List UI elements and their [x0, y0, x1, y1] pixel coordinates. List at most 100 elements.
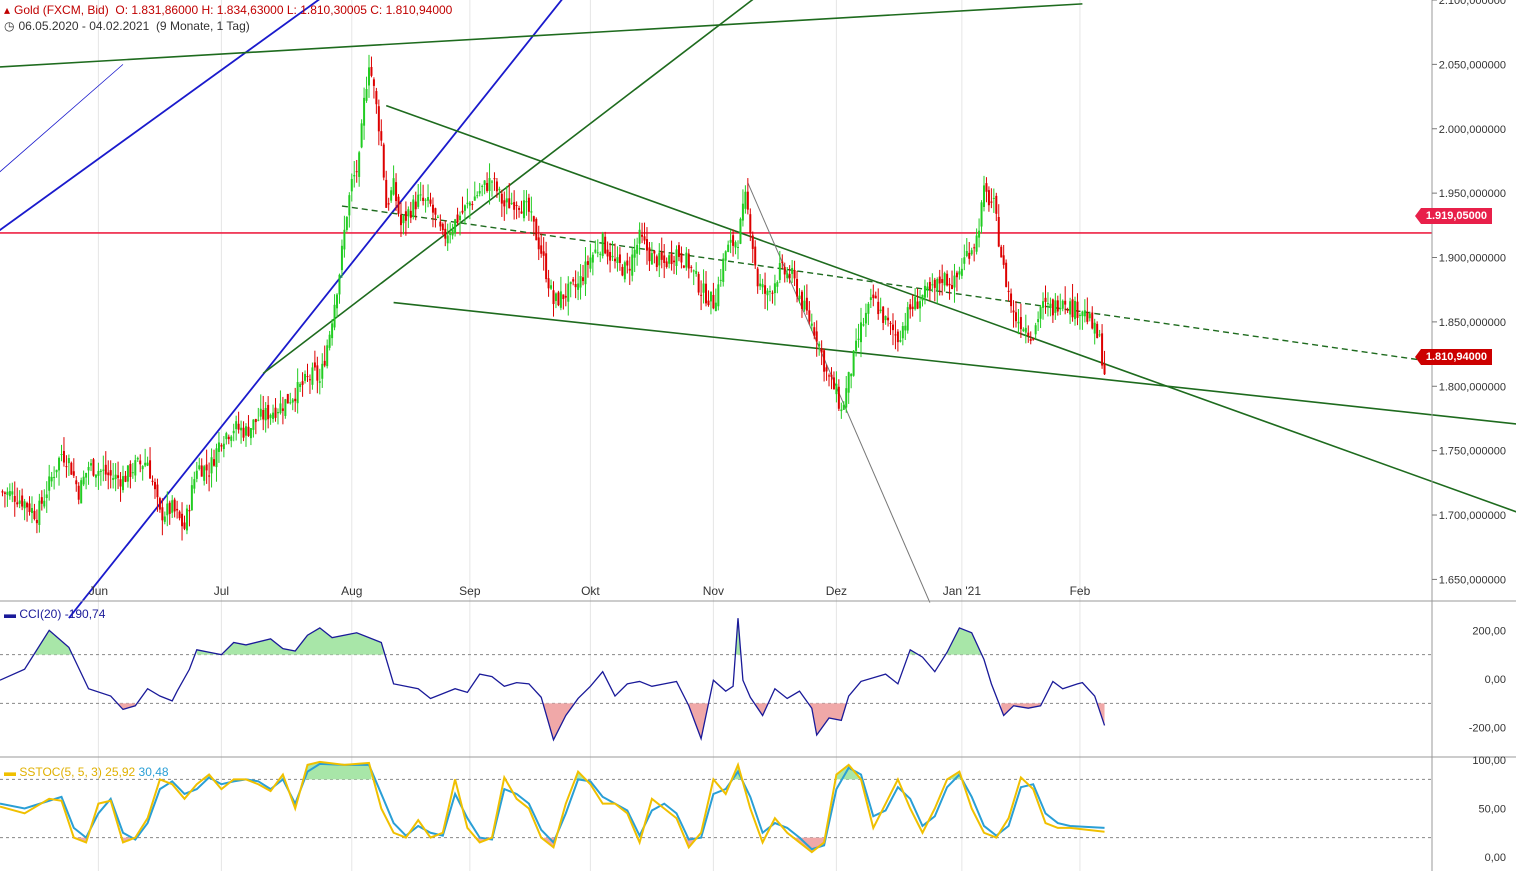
candle-body — [107, 472, 110, 476]
candle-body — [968, 252, 971, 259]
candle-body — [429, 199, 432, 204]
candle-body — [35, 519, 38, 524]
candle-body — [370, 67, 373, 76]
candle-body — [1103, 363, 1106, 375]
sstoc-fast-line — [0, 760, 1105, 854]
candle-body — [407, 209, 410, 217]
candle-body — [768, 291, 771, 293]
candle-body — [153, 481, 156, 490]
candle-body — [387, 203, 390, 205]
candle-body — [936, 278, 939, 291]
candle-body — [764, 285, 767, 294]
candle-body — [210, 457, 213, 474]
candle-body — [1083, 310, 1086, 317]
candle-body — [451, 229, 454, 236]
candle-body — [311, 367, 314, 385]
x-tick-label: Jun — [89, 584, 108, 598]
y-tick-label: 2.100,000000 — [1439, 0, 1506, 7]
candle-body — [631, 254, 634, 276]
candle-body — [23, 501, 26, 509]
candle-body — [495, 181, 498, 192]
candle-body — [744, 191, 747, 209]
candle-body — [658, 252, 661, 266]
candle-body — [463, 205, 466, 211]
candle-body — [614, 258, 616, 262]
candle-body — [621, 266, 624, 276]
candle-body — [161, 507, 164, 521]
candle-body — [899, 340, 902, 342]
candle-body — [754, 246, 757, 266]
cci-overbought-fill — [735, 618, 741, 655]
candle-body — [739, 218, 742, 244]
candle-body — [633, 249, 636, 258]
candle-body — [618, 254, 621, 263]
candle-body — [304, 373, 307, 381]
candle-body — [594, 249, 597, 253]
candle-body — [316, 365, 319, 381]
candle-body — [830, 374, 833, 377]
cci-overbought-fill — [947, 627, 982, 655]
candle-body — [604, 236, 607, 254]
candle-body — [473, 196, 476, 201]
candle-body — [552, 290, 555, 305]
candle-body — [163, 516, 166, 522]
candle-body — [741, 203, 744, 221]
candle-body — [254, 419, 257, 423]
candle-body — [395, 182, 398, 202]
candle-body — [117, 475, 120, 478]
candle-body — [419, 194, 422, 196]
candle-body — [845, 388, 848, 408]
candle-body — [527, 197, 530, 212]
candle-body — [345, 216, 348, 230]
candle-body — [869, 297, 872, 301]
candle-body — [500, 193, 503, 204]
candle-body — [665, 261, 668, 267]
candle-body — [422, 197, 425, 201]
candle-body — [75, 480, 78, 485]
candle-body — [188, 510, 191, 512]
candle-body — [616, 257, 619, 264]
instrument-name: Gold (FXCM, Bid) — [14, 3, 109, 17]
candle-body — [589, 257, 592, 269]
cci-swatch: ▬ — [4, 607, 16, 621]
cci-oversold-fill — [1001, 703, 1041, 716]
candle-body — [269, 414, 272, 418]
candle-body — [643, 236, 646, 241]
candle-body — [498, 188, 501, 191]
candle-body — [318, 381, 321, 383]
candle-body — [749, 214, 752, 234]
candle-body — [279, 403, 282, 414]
candle-body — [409, 210, 412, 218]
candle-body — [343, 229, 346, 250]
candle-body — [591, 254, 594, 263]
candle-body — [700, 294, 703, 296]
candle-body — [77, 485, 80, 500]
candle-body — [328, 334, 331, 348]
x-tick-label: Feb — [1070, 584, 1091, 598]
candle-body — [933, 279, 936, 288]
candle-body — [650, 253, 653, 265]
candle-body — [537, 237, 540, 250]
cci-value: -190,74 — [64, 607, 106, 621]
candle-body — [751, 235, 754, 249]
candle-body — [427, 197, 430, 201]
candle-body — [1088, 313, 1091, 319]
candle-body — [26, 502, 29, 508]
candle-body — [530, 211, 533, 213]
candle-body — [901, 326, 904, 339]
candle-body — [970, 250, 973, 255]
candle-body — [284, 399, 287, 416]
sstoc-swatch: ▬ — [4, 765, 16, 779]
candle-body — [274, 407, 277, 418]
candle-body — [606, 249, 609, 257]
candle-body — [572, 279, 575, 282]
resistance-price-tag: 1.919,05000 — [1414, 208, 1492, 224]
candle-body — [586, 261, 589, 265]
candle-body — [823, 350, 826, 372]
candle-body — [178, 511, 181, 519]
candle-body — [975, 235, 978, 252]
candle-body — [778, 263, 781, 280]
